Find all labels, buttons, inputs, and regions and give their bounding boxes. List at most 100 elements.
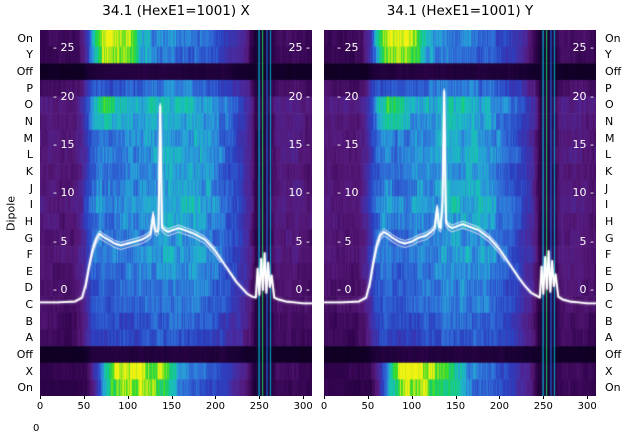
y-tick-label-left: - 15 [53, 137, 75, 151]
y-tick-label-left: - 25 [337, 41, 359, 55]
x-tick-label: 100 [402, 401, 422, 412]
y-tick-label-left: - 5 [53, 234, 68, 248]
row-label-on: On [605, 381, 621, 395]
row-label-h: H [24, 214, 33, 228]
row-label-a: A [605, 331, 613, 345]
y-tick-label-left: - 0 [337, 282, 352, 296]
x-tick-mark [40, 396, 41, 399]
heatmap-canvas-x [40, 30, 312, 396]
x-tick-mark [411, 396, 413, 399]
y-tick-label-right: 15 - [288, 137, 310, 151]
row-label-j: J [29, 181, 33, 195]
y-tick-label-right: 0 - [295, 282, 310, 296]
y-tick-label-right: 15 - [572, 137, 594, 151]
y-tick-label-right: 10 - [288, 186, 310, 200]
panel-y-title: 34.1 (HexE1=1001) Y [386, 3, 534, 19]
x-tick-label: 300 [577, 401, 597, 412]
row-label-x: X [25, 364, 33, 378]
x-tick-label: 150 [162, 401, 182, 412]
row-label-j: J [605, 181, 609, 195]
row-label-k: K [605, 164, 613, 178]
row-labels-right: On Y Off P O N M L K J I H G F E D C B A Off X On [600, 30, 640, 396]
x-tick-label: 150 [446, 401, 466, 412]
row-label-l: L [605, 148, 612, 162]
row-label-b: B [25, 314, 33, 328]
x-tick-label: 200 [205, 401, 226, 412]
x-tick-label: 0 [36, 401, 44, 412]
y-tick-label-left: - 5 [337, 234, 352, 248]
x-tick-mark [367, 396, 369, 399]
row-label-on: On [17, 381, 33, 395]
row-label-x: X [605, 364, 613, 378]
y-tick-label-left: - 20 [337, 89, 359, 103]
y-tick-label-right: 5 - [295, 234, 310, 248]
x-tick-mark [259, 396, 261, 399]
x-tick-label: 100 [118, 401, 138, 412]
row-label-y: Y [605, 48, 612, 62]
x-tick-mark [127, 396, 129, 399]
y-tick-label-right: 20 - [288, 89, 310, 103]
y-tick-label-left: - 15 [337, 137, 359, 151]
row-label-y: Y [26, 48, 33, 62]
x-tick-mark [303, 396, 305, 399]
x-axis-ticks-x: 0 50 100 150 200 250 300 [36, 396, 313, 414]
x-tick-label: 200 [489, 401, 510, 412]
y-tick-label-left: - 25 [53, 41, 75, 55]
x-tick-label: 50 [361, 401, 375, 412]
row-label-g: G [605, 231, 614, 245]
row-label-off: Off [16, 347, 33, 361]
row-label-l: L [26, 148, 33, 162]
row-label-p: P [26, 81, 33, 95]
row-label-i: I [605, 198, 609, 212]
x-tick-mark [215, 396, 217, 399]
row-label-e: E [26, 264, 33, 278]
row-label-o: O [605, 98, 614, 112]
y-tick-label-left: - 10 [337, 186, 359, 200]
row-label-m: M [23, 131, 34, 145]
y-tick-label-right: 10 - [572, 186, 594, 200]
heatmap-panel-y: - 25 25 - - 20 20 - - 15 15 - - 10 10 - - 5 5 - - … [324, 30, 596, 396]
row-labels-left: On Y Off P O N M L K J I H G F E D C B A Off X On [0, 30, 37, 396]
y-tick-label-right: 20 - [572, 89, 594, 103]
row-label-o: O [24, 98, 33, 112]
y-tick-label-left: - 10 [53, 186, 75, 200]
row-label-m: M [605, 131, 615, 145]
row-label-h: H [605, 214, 614, 228]
row-label-d: D [24, 281, 33, 295]
row-label-c: C [25, 298, 33, 312]
row-label-k: K [25, 164, 33, 178]
y-tick-label-left: - 0 [53, 282, 68, 296]
row-label-on: On [17, 31, 33, 45]
x-tick-label: 250 [249, 401, 269, 412]
row-label-e: E [605, 264, 612, 278]
x-tick-mark [324, 396, 325, 399]
row-label-b: B [605, 314, 613, 328]
x-axis-ticks-y: 0 50 100 150 200 250 300 [320, 396, 597, 414]
y-tick-label-left: - 20 [53, 89, 75, 103]
row-label-f: F [605, 248, 612, 262]
y-tick-label-right: 25 - [572, 41, 594, 55]
x-tick-mark [543, 396, 545, 399]
panel-x-title: 34.1 (HexE1=1001) X [102, 3, 250, 19]
row-label-d: D [605, 281, 614, 295]
x-tick-mark [83, 396, 85, 399]
corner-zero-label: 0 [33, 423, 40, 434]
row-label-on: On [605, 31, 621, 45]
row-label-f: F [26, 248, 33, 262]
x-tick-label: 50 [77, 401, 91, 412]
x-tick-mark [587, 396, 589, 399]
x-tick-label: 250 [533, 401, 553, 412]
x-tick-mark [171, 396, 173, 399]
x-tick-mark [455, 396, 457, 399]
heatmap-canvas-y [324, 30, 596, 396]
x-tick-label: 0 [320, 401, 328, 412]
heatmap-panel-x: - 25 25 - - 20 20 - - 15 15 - - 10 10 - - 5 5 - - … [40, 30, 312, 396]
row-label-c: C [605, 298, 613, 312]
y-tick-label-right: 5 - [579, 234, 594, 248]
row-label-off: Off [16, 65, 33, 79]
row-label-off: Off [605, 65, 622, 79]
row-label-n: N [605, 115, 614, 129]
x-tick-label: 300 [293, 401, 313, 412]
row-label-g: G [24, 231, 33, 245]
